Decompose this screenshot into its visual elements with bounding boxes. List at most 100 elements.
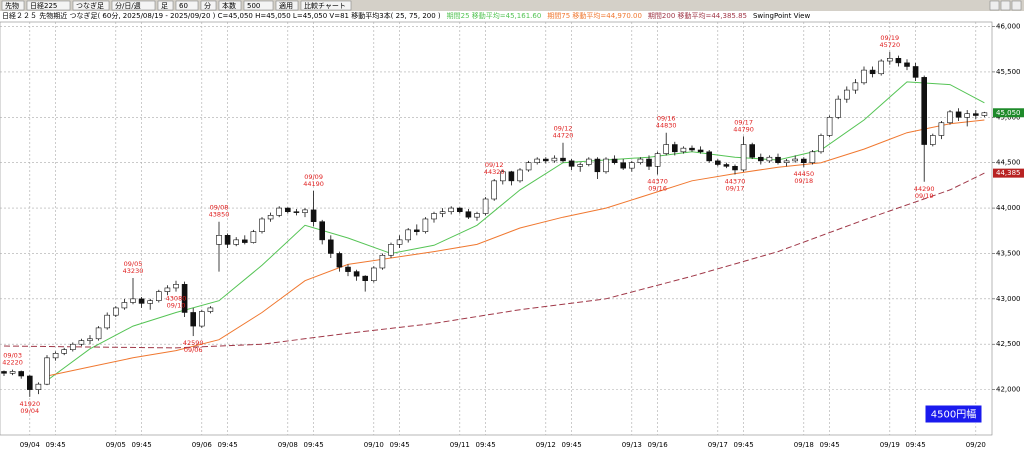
candle-body — [319, 221, 326, 241]
candle-body — [603, 158, 609, 173]
moving-average-line — [46, 119, 985, 377]
candle-body — [156, 291, 162, 301]
toolbar-button[interactable] — [157, 0, 174, 11]
swing-price: 43230 — [123, 267, 144, 275]
toolbar-button[interactable] — [218, 0, 242, 11]
x-tick-label: 09:45 — [906, 441, 926, 449]
candle-body — [904, 62, 910, 67]
candle-body — [130, 298, 136, 303]
swing-date: 09/18 — [794, 177, 813, 185]
chart-header: 日経２２５ 先物期近 つなぎ足( 60分, 2025/08/19 - 2025/… — [2, 11, 810, 20]
toolbar-button[interactable] — [200, 0, 217, 11]
toolbar-label[interactable]: 比較チャート — [304, 1, 346, 10]
toolbar-label[interactable]: 分/日/週 — [115, 1, 141, 10]
candle-body — [113, 307, 119, 316]
toolbar-button[interactable] — [243, 0, 274, 11]
toolbar-label[interactable]: 先物 — [5, 1, 19, 10]
toolbar-button[interactable] — [111, 0, 156, 11]
swing-date: 09/06 — [184, 346, 203, 354]
toolbar-button[interactable] — [275, 0, 299, 11]
toolbar-label[interactable]: 適用 — [279, 1, 293, 10]
candle-body — [568, 160, 575, 167]
toolbar-button[interactable] — [175, 0, 199, 11]
x-tick-label: 09/12 — [536, 441, 556, 449]
candle-body — [792, 158, 799, 162]
toolbar-button[interactable] — [72, 0, 110, 11]
candle-body — [138, 298, 145, 304]
range-badge — [924, 404, 983, 424]
candle-body — [173, 284, 179, 289]
candle-body — [181, 284, 188, 313]
candle-body — [560, 157, 566, 162]
candle-body — [732, 166, 738, 171]
x-tick-label: 09/18 — [794, 441, 814, 449]
x-tick-label: 09/13 — [622, 441, 642, 449]
swing-date: 09/17 — [726, 184, 745, 192]
toolbar-label[interactable]: 60 — [179, 2, 188, 10]
candle-body — [465, 211, 472, 218]
toolbar-button[interactable] — [26, 0, 71, 11]
swing-price: 44790 — [733, 125, 754, 133]
candle-body — [345, 266, 351, 272]
y-tick-label: 44,000 — [996, 204, 1021, 212]
candle-body — [250, 231, 257, 243]
candle-body — [44, 357, 50, 385]
swing-price: 44720 — [553, 132, 574, 140]
candle-body — [9, 371, 16, 374]
x-tick-label: 09/10 — [364, 441, 384, 449]
swing-price: 41920 — [19, 400, 40, 408]
candle-body — [886, 58, 893, 62]
candle-body — [302, 209, 308, 213]
candle-body — [78, 340, 85, 345]
swing-price: 42590 — [183, 339, 204, 347]
candle-body — [190, 312, 196, 327]
toolbar-label[interactable]: 足 — [161, 2, 168, 10]
candle-body — [594, 158, 601, 173]
toolbar-label[interactable]: つなぎ足 — [76, 1, 104, 10]
candle-body — [818, 135, 824, 153]
toolbar-label[interactable]: 本数 — [222, 1, 236, 10]
candle-body — [422, 218, 429, 232]
swing-price: 44190 — [303, 180, 324, 188]
x-tick-label: 09:45 — [734, 441, 754, 449]
toolbar-button[interactable] — [300, 0, 352, 11]
window-button[interactable] — [1000, 0, 1011, 11]
toolbar-label[interactable]: 日経225 — [30, 1, 57, 10]
candle-body — [508, 171, 515, 182]
toolbar-button[interactable] — [1, 0, 25, 11]
toolbar-label[interactable]: 分 — [204, 1, 211, 10]
candle-body — [972, 113, 979, 116]
swing-price: 44370 — [647, 177, 668, 185]
candle-body — [448, 207, 455, 213]
window-button[interactable] — [1011, 0, 1022, 11]
candle-body — [95, 327, 102, 340]
x-tick-label: 09:45 — [132, 441, 152, 449]
window-button[interactable] — [989, 0, 1000, 11]
x-tick-label: 09/08 — [278, 441, 298, 449]
candle-body — [284, 207, 291, 213]
candle-body — [242, 239, 248, 243]
y-tick-label: 43,500 — [996, 249, 1021, 257]
x-tick-label: 09/06 — [192, 441, 213, 449]
candle-body — [706, 151, 713, 162]
candle-body — [405, 229, 412, 241]
toolbar-label[interactable]: 500 — [247, 2, 260, 10]
candle-body — [439, 211, 446, 214]
swing-date: 09/04 — [20, 407, 39, 415]
candle-body — [955, 111, 962, 118]
candle-body — [861, 69, 867, 84]
y-tick-label: 42,000 — [996, 386, 1021, 394]
candle-body — [216, 235, 222, 245]
swing-date: 09/03 — [3, 352, 22, 360]
candle-body — [964, 113, 971, 118]
candle-body — [809, 151, 816, 163]
candle-body — [534, 158, 541, 163]
candle-body — [413, 229, 420, 232]
candle-body — [61, 349, 68, 354]
x-tick-label: 09:45 — [820, 441, 840, 449]
candle-body — [224, 235, 231, 245]
candle-body — [104, 314, 110, 329]
candle-body — [637, 158, 644, 163]
x-tick-label: 09/05 — [106, 441, 126, 449]
x-tick-label: 09/16 — [648, 441, 669, 449]
